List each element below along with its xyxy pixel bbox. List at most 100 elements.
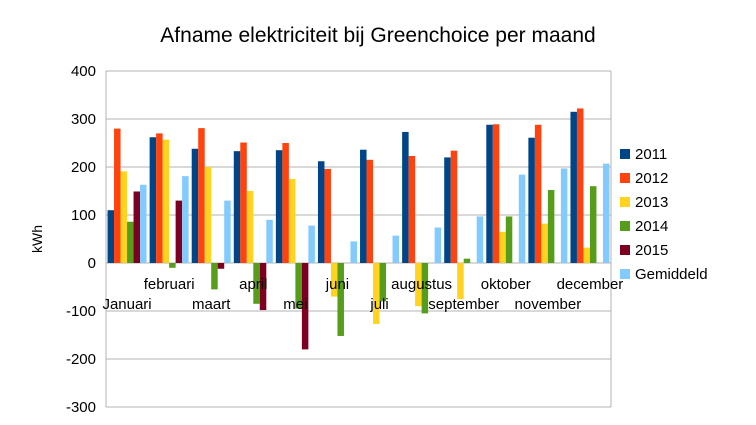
bar-Gemiddeld-juni (350, 241, 357, 263)
bar-2014-mei (295, 263, 302, 309)
bar-2011-april (233, 151, 241, 263)
bar-2015-maart (217, 263, 225, 269)
bar-2015-april (259, 263, 267, 311)
bar-2014-Januari (127, 221, 134, 263)
bar-2014-augustus (421, 263, 429, 314)
bar-2014-juni (337, 263, 344, 336)
bar-2014-maart (211, 263, 218, 290)
bar-2015-februari (175, 200, 183, 263)
category-label: Januari (102, 296, 151, 313)
bar-2011-juni (317, 161, 325, 263)
legend-label: Gemiddeld (635, 266, 708, 283)
bar-2013-december (583, 247, 590, 263)
bar-2015-Januari (133, 191, 141, 263)
bar-2014-juli (379, 263, 387, 302)
bar-2013-februari (162, 139, 170, 263)
bar-2011-november (528, 137, 535, 263)
y-tick-label: 0 (88, 255, 96, 272)
bar-Gemiddeld-oktober (518, 174, 526, 263)
legend-swatch (620, 221, 630, 231)
bar-Gemiddeld-februari (182, 176, 189, 263)
bar-2012-Januari (114, 128, 121, 263)
bar-2014-november (547, 190, 555, 263)
legend-label: 2011 (635, 146, 667, 163)
y-tick-label: 400 (71, 63, 96, 80)
bar-2015-mei (301, 263, 309, 350)
category-label: september (428, 296, 499, 313)
bar-2012-februari (156, 133, 163, 263)
bar-2014-september (463, 258, 471, 263)
y-axis-label: kWh (29, 225, 45, 253)
bar-2013-april (246, 191, 254, 263)
y-tick-label: 100 (71, 207, 96, 224)
bar-2011-oktober (486, 124, 493, 263)
bar-2012-maart (198, 128, 205, 263)
legend-label: 2013 (635, 194, 668, 211)
bar-2014-februari (169, 263, 176, 268)
category-label: april (239, 276, 267, 293)
bar-2012-augustus (408, 155, 416, 263)
category-label: februari (144, 276, 195, 293)
bar-2013-november (541, 223, 548, 263)
bar-2011-Januari (107, 210, 115, 263)
bar-2013-september (457, 263, 464, 299)
bars (107, 108, 610, 350)
bar-2013-augustus (415, 263, 422, 307)
bar-Gemiddeld-april (266, 219, 273, 263)
bar-2014-december (589, 186, 597, 263)
bar-2013-mei (288, 179, 296, 263)
bar-2012-april (240, 142, 247, 263)
y-tick-label: -300 (66, 399, 96, 416)
bar-2012-juni (324, 168, 331, 263)
bar-Gemiddeld-december (602, 163, 610, 263)
bar-2011-februari (149, 137, 157, 263)
y-tick-label: 300 (71, 111, 96, 128)
bar-2014-april (253, 263, 260, 304)
bar-2013-juli (373, 263, 380, 324)
bar-Gemiddeld-maart (224, 200, 231, 263)
bar-2013-Januari (120, 171, 128, 263)
legend-label: 2015 (635, 242, 668, 259)
bar-2012-november (534, 124, 542, 263)
bar-2011-juli (360, 149, 367, 263)
bar-2011-september (444, 157, 451, 263)
bar-2013-juni (330, 263, 338, 297)
category-label: december (557, 276, 624, 293)
bar-Gemiddeld-september (476, 216, 484, 263)
bar-2012-mei (282, 143, 289, 263)
bar-Gemiddeld-mei (308, 225, 315, 263)
legend-swatch (620, 197, 630, 207)
legend-swatch (620, 245, 630, 255)
legend-swatch (620, 149, 630, 159)
bar-2012-december (576, 108, 584, 263)
category-label: oktober (481, 276, 531, 293)
grid-lines (105, 70, 612, 408)
bar-Gemiddeld-november (560, 168, 568, 263)
bar-2013-oktober (499, 231, 506, 263)
category-label: augustus (391, 276, 452, 293)
bar-2014-oktober (505, 216, 513, 263)
bar-2012-september (450, 150, 458, 263)
category-label: mei (283, 296, 307, 313)
legend-label: 2012 (635, 170, 668, 187)
category-labels: Januari februari maart april mei juni juliaugu… (102, 276, 623, 313)
bar-Gemiddeld-augustus (434, 227, 442, 263)
legend-swatch (620, 269, 630, 279)
bar-2012-juli (366, 159, 374, 263)
legend-label: 2014 (635, 218, 668, 235)
bar-Gemiddeld-juli (392, 235, 400, 263)
legend-swatch (620, 173, 630, 183)
y-tick-labels: 400 300 200 100 0 -100 -200 -300 (66, 63, 96, 416)
y-tick-label: 200 (71, 159, 96, 176)
legend: 2011 2012 2013 2014 2015 Gemiddeld (620, 146, 708, 283)
y-tick-label: -100 (66, 303, 96, 320)
bar-Gemiddeld-Januari (140, 184, 147, 263)
bar-2013-maart (204, 167, 212, 263)
bar-2011-december (570, 111, 577, 263)
y-tick-label: -200 (66, 351, 96, 368)
bar-2012-oktober (492, 124, 500, 263)
category-label: juni (325, 276, 349, 293)
chart-title: Afname elektriciteit bij Greenchoice per… (160, 24, 595, 47)
bar-2011-augustus (402, 131, 409, 263)
